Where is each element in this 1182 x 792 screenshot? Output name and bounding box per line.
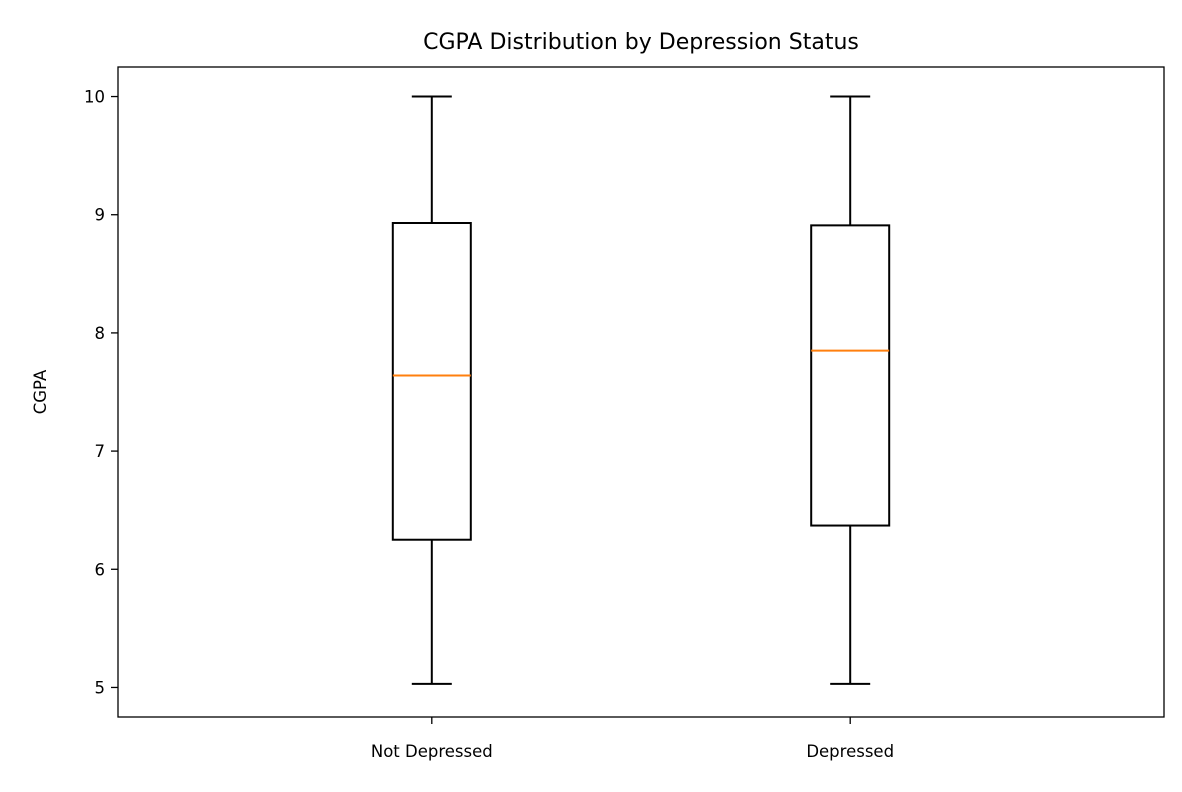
- plot-area: 5 6 7 8 9 10 Not Depressed Depressed: [84, 66, 1165, 761]
- iqr-box: [391, 222, 472, 541]
- y-tick-label: 8: [95, 324, 106, 343]
- axes-frame: [117, 66, 1165, 718]
- y-tick-label: 7: [95, 442, 106, 461]
- iqr-box: [810, 224, 891, 527]
- y-axis-label: CGPA: [31, 369, 50, 414]
- y-tick-label: 5: [95, 678, 106, 697]
- y-tick-label: 10: [84, 88, 105, 107]
- x-tick-label: Not Depressed: [371, 742, 493, 761]
- y-tick-label: 9: [95, 206, 106, 225]
- x-tick-label: Depressed: [806, 742, 894, 761]
- y-tick-label: 6: [95, 560, 106, 579]
- chart-title: CGPA Distribution by Depression Status: [423, 30, 859, 55]
